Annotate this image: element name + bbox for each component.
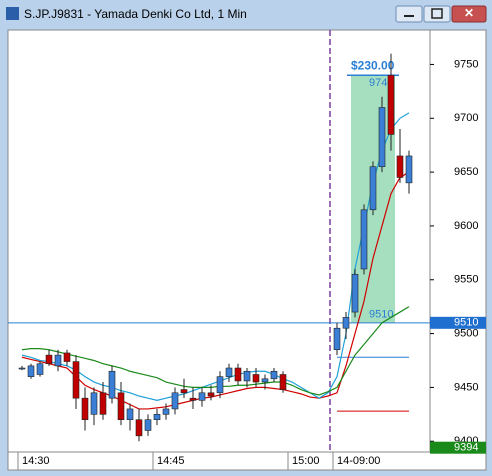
candle-body [279,374,287,390]
price-axis [429,29,487,453]
candle-body [90,392,98,415]
minimize-button[interactable] [395,5,423,23]
y-tick-label: 9550 [454,274,478,286]
candle-body [225,367,233,377]
candle-body [342,317,350,329]
candle-body [99,392,107,415]
y-tick-label: 9700 [454,112,478,124]
y-tick-label: 9650 [454,166,478,178]
candle-body [27,365,35,377]
candle-body [396,155,404,178]
x-tick-label: 15:00 [292,455,320,467]
candle-body [252,374,260,383]
x-tick-label: 14:45 [157,455,185,467]
candle-body [18,367,26,370]
maximize-icon [431,8,443,19]
moving-average [21,306,410,396]
moving-average [21,112,410,401]
candle-body [378,107,386,168]
candle-body [63,352,71,362]
candle-body [54,354,62,367]
candle-body [189,397,197,401]
y-tick-label: 9750 [454,58,478,70]
candle-body [180,389,188,394]
candle-body [81,397,89,421]
candle-body [144,419,152,431]
candle-body [117,392,125,421]
price-tag [430,441,486,454]
box-label: $230.00 [351,58,395,72]
candle-body [45,354,53,365]
candle-body [153,414,161,421]
candle-body [405,155,413,184]
y-tick-label: 9600 [454,220,478,232]
candle-body [261,378,269,383]
candle-body [369,166,377,211]
candle-body [126,408,134,421]
time-axis [7,451,487,471]
candle-body [333,327,341,351]
moving-average [21,171,410,410]
candle-body [351,274,359,313]
candle-body [216,376,224,394]
candle-body [270,370,278,380]
candle-body [36,363,44,375]
close-icon: ✕ [464,6,474,20]
price-tag-label: 9394 [454,442,478,454]
candle-body [198,392,206,401]
x-tick-label: 14-09:00 [337,455,380,467]
candle-body [387,74,395,135]
maximize-button[interactable] [423,5,451,23]
x-tick-label: 14:30 [22,455,50,467]
candle-body [162,408,170,415]
app-icon [6,7,19,20]
minimize-icon [404,15,414,17]
window-title: S.JP.J9831 - Yamada Denki Co Ltd, 1 Min [24,7,247,21]
candle-body [72,361,80,399]
candle-body [108,370,116,399]
price-tag-label: 9510 [454,317,478,329]
box-low-label: 9510 [369,309,393,321]
candle-body [234,367,242,382]
candle-body [171,392,179,410]
candle-body [243,370,251,382]
box-high-label: 9740 [369,77,393,89]
y-tick-label: 9450 [454,381,478,393]
price-tag [430,316,486,329]
candle-body [207,392,215,397]
candle-body [360,209,368,270]
close-button[interactable] [451,5,487,23]
y-tick-label: 9500 [454,327,478,339]
candle-body [135,419,143,437]
